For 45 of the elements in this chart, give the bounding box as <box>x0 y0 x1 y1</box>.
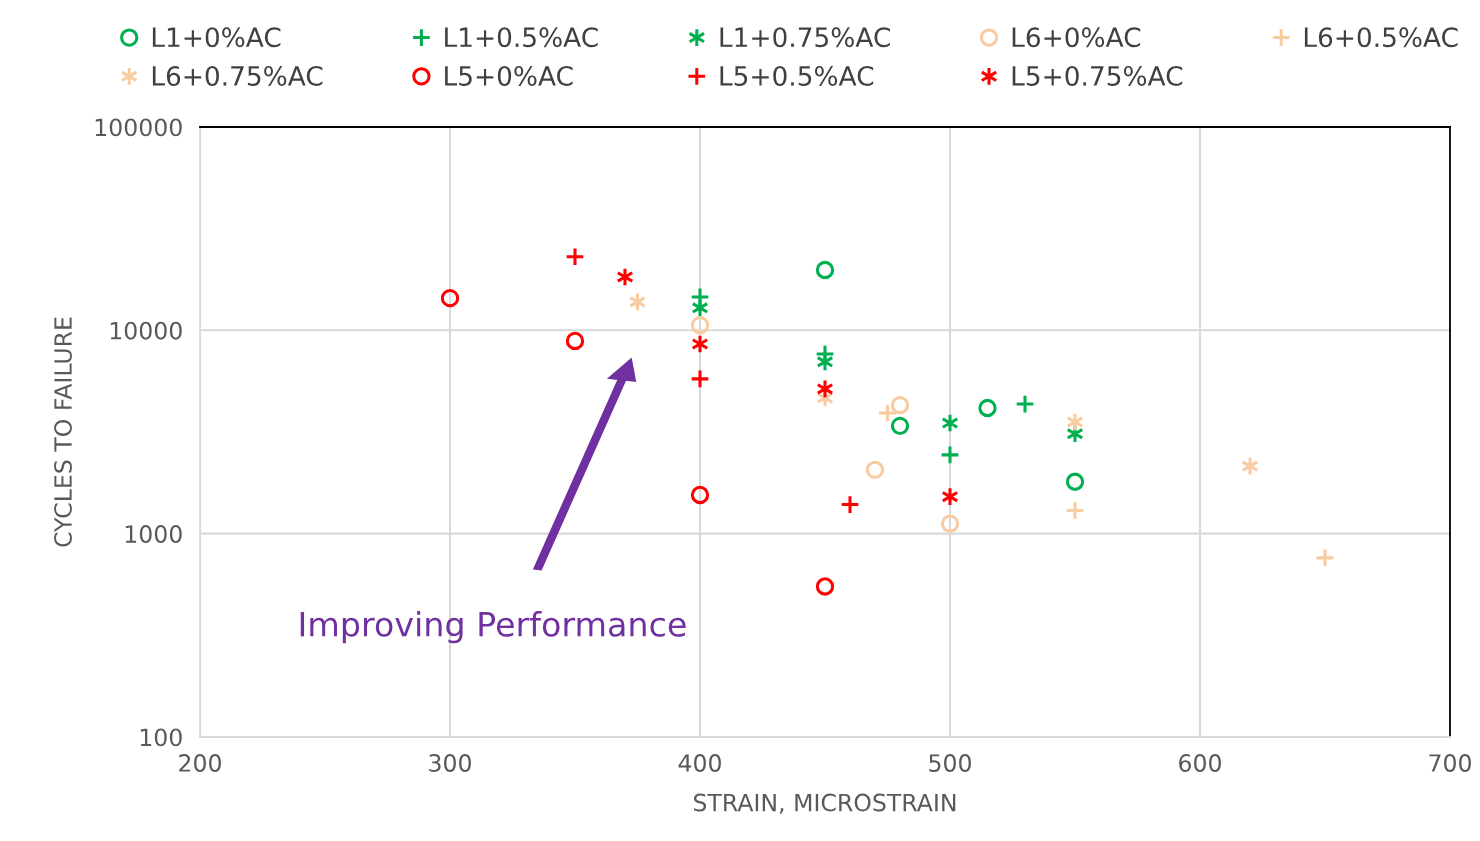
x-tick-label: 600 <box>1179 754 1221 772</box>
point <box>815 260 835 280</box>
point <box>865 460 885 480</box>
x-tick-label: 200 <box>179 754 221 772</box>
x-tick-label: 300 <box>429 754 471 772</box>
point <box>1015 394 1035 414</box>
y-axis-title: CYCLES TO FAILURE <box>54 317 72 547</box>
legend-label: L5+0%AC <box>445 65 573 86</box>
x-tick-label: 700 <box>1429 754 1471 772</box>
point <box>815 577 835 596</box>
legend-label: L6+0%AC <box>1012 27 1141 48</box>
point <box>816 379 834 399</box>
point <box>940 514 960 533</box>
point <box>690 369 710 389</box>
legend-label: L1+0%AC <box>152 27 281 48</box>
legend-label: L1+0.5%AC <box>445 27 598 48</box>
point <box>877 403 898 423</box>
y-tick-label: 100 <box>140 728 182 747</box>
point <box>1065 472 1085 491</box>
point <box>978 398 997 418</box>
point <box>890 395 910 415</box>
point <box>941 486 959 507</box>
point <box>1065 500 1085 521</box>
y-tick-label: 10000 <box>110 321 182 340</box>
point <box>565 246 585 267</box>
point <box>690 485 710 505</box>
legend-label: L6+0.5%AC <box>1304 27 1458 48</box>
legend-label: L1+0.75%AC <box>720 27 890 48</box>
y-tick-label: 1000 <box>125 525 182 543</box>
legend-label: L5+0.75%AC <box>1012 65 1183 86</box>
point <box>691 297 709 318</box>
x-tick-label: 500 <box>929 754 971 772</box>
legend-label: L6+0.75%AC <box>152 65 323 86</box>
y-tick-label: 100000 <box>95 118 182 137</box>
point <box>565 331 585 351</box>
x-axis-title: STRAIN, MICROSTRAIN <box>693 793 956 814</box>
point <box>940 445 960 465</box>
x-tick-label: 400 <box>678 754 721 772</box>
point <box>690 316 710 335</box>
legend-label: L5+0.5%AC <box>720 65 874 86</box>
annotation: Improving Performance <box>300 611 686 644</box>
point <box>440 288 460 308</box>
point <box>840 494 860 515</box>
point <box>1315 548 1335 568</box>
point <box>890 416 910 436</box>
